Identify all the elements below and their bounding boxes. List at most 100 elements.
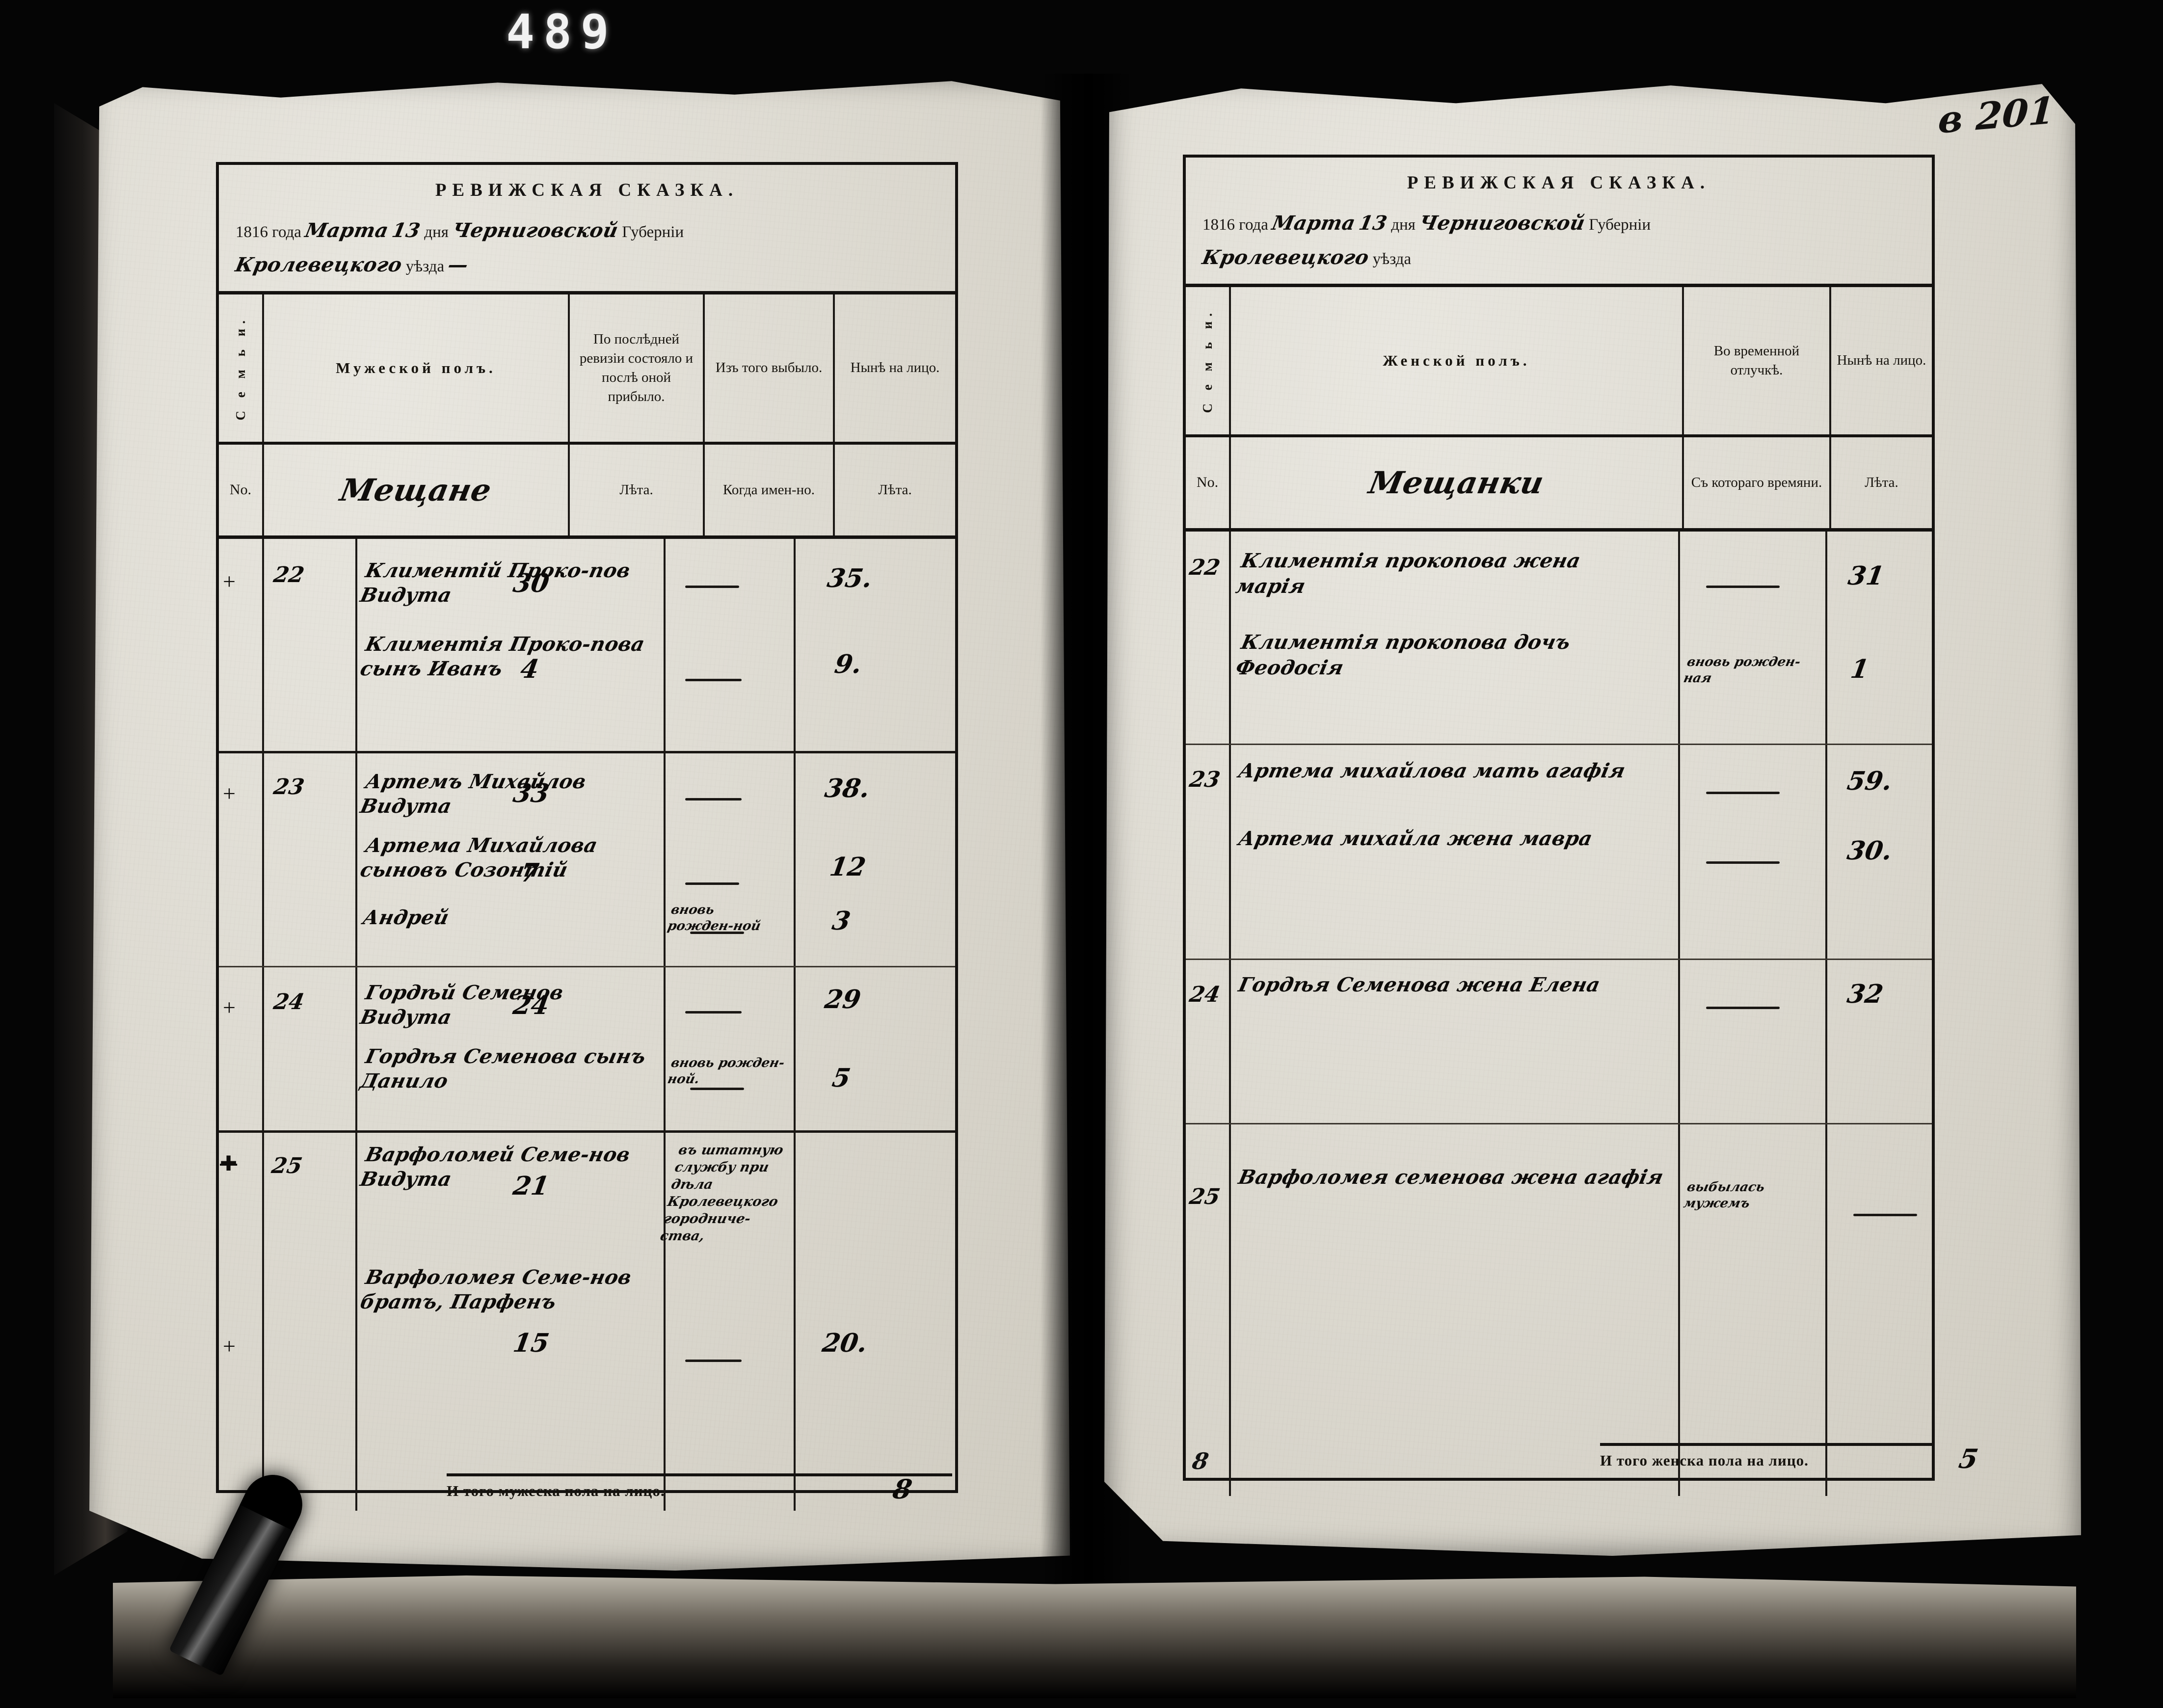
open-book-spread: РЕВИЖСКАЯ СКАЗКА. 1816 года Марта 13 дня…: [54, 74, 2106, 1698]
left-nowage-24-1: 29: [823, 985, 863, 1014]
right-uezd: Кролевецкого: [1200, 246, 1371, 269]
right-person-22-1: Климентія прокопова жена марія: [1233, 549, 1583, 598]
left-person-22-2: Климентія Проко-пова сынъ Иванъ: [358, 633, 647, 680]
left-sub-estate: Мещане: [264, 445, 570, 535]
right-famno-23: 23: [1187, 767, 1222, 792]
left-person-23-1: Артемъ Михайлов Видута: [358, 770, 588, 818]
right-person-25-1: Варфоломея семенова жена агафія: [1236, 1166, 1666, 1189]
left-province: Черниговской: [450, 219, 620, 242]
left-nowage-22-1: 35.: [825, 563, 875, 593]
right-nowage-22-1: 31: [1846, 561, 1887, 591]
right-month: Марта: [1270, 212, 1358, 235]
left-rowsep-22: [219, 751, 955, 753]
left-col-present: Нынѣ на лицо.: [850, 360, 940, 376]
left-dash-23-1: [685, 798, 742, 801]
right-col-present: Нынѣ на лицо.: [1837, 352, 1926, 369]
left-rowsep-23: [219, 966, 955, 967]
left-day: 13: [390, 219, 423, 242]
left-person-22-1: Климентій Проко-пов Видута: [358, 559, 633, 607]
left-dash-24-1: [685, 1011, 742, 1014]
right-famno-22: 22: [1187, 555, 1222, 580]
right-table-body: 22 Климентія прокопова жена марія 31 Кли…: [1186, 528, 1932, 1496]
right-nowage-23-1: 59.: [1845, 766, 1895, 796]
left-prevage-24-2-note: вновь рожден-ной.: [666, 1056, 786, 1087]
right-dash-24-1: [1706, 1007, 1780, 1009]
left-year: 1816: [236, 223, 268, 241]
left-famno-25: 25: [269, 1153, 304, 1178]
left-dash-25-2: [685, 1360, 742, 1362]
right-day: 13: [1357, 212, 1389, 235]
folio-number-mark: в 201: [1937, 88, 2056, 142]
left-page: РЕВИЖСКАЯ СКАЗКА. 1816 года Марта 13 дня…: [89, 81, 1070, 1571]
left-prevage-23-3-note: вновь рожден-ной: [666, 903, 762, 934]
left-mark-22: +: [223, 569, 236, 594]
right-column-header-row: С е м ь и. Женской полъ. Во временной от…: [1186, 284, 1932, 434]
right-col-absent: Во временной отлучкѣ.: [1684, 287, 1831, 434]
left-sub-when: Когда имен-но.: [705, 445, 835, 535]
left-prevage-25-1: 21: [511, 1171, 552, 1201]
left-col-male-sex: Мужеской полъ.: [264, 294, 570, 442]
left-prevage-25-2: 15: [511, 1328, 552, 1358]
left-uezd-dash: —: [446, 253, 471, 276]
left-person-24-2: Гордѣя Семенова сынъ Данило: [358, 1045, 648, 1093]
right-rowsep-23: [1186, 959, 1932, 960]
left-nowage-23-2: 12: [828, 852, 868, 882]
left-dash-22-1: [685, 586, 739, 588]
right-page: в 201 8 РЕВИЖСКАЯ СКАЗКА. 1816 года Март…: [1104, 84, 2081, 1556]
left-sub-no: No.: [219, 445, 264, 535]
left-total-rule: [447, 1473, 952, 1476]
right-nowage-22-2: 1: [1848, 654, 1871, 684]
left-gridline-1: [262, 539, 264, 1511]
left-person-25-1: Варфоломей Семе-нов Видута: [358, 1143, 633, 1191]
right-famno-24: 24: [1187, 982, 1222, 1007]
left-subheader-row: No. Мещане Лѣта. Когда имен-но. Лѣта.: [219, 442, 955, 535]
right-nowage-23-2: 30.: [1845, 836, 1895, 866]
left-province-word: Губернiи: [622, 223, 684, 241]
right-dash-22-1: [1706, 586, 1780, 588]
right-rowsep-22: [1186, 744, 1932, 745]
left-day-word: дня: [424, 223, 449, 241]
left-nowage-23-3: 3: [830, 906, 853, 936]
left-prevage-23-1: 33: [511, 778, 552, 808]
left-gridline-2: [355, 539, 357, 1511]
left-revision-table: РЕВИЖСКАЯ СКАЗКА. 1816 года Марта 13 дня…: [216, 162, 958, 1511]
right-dash-23-2: [1706, 861, 1780, 864]
frame-counter-display: 489: [506, 4, 618, 59]
left-person-24-1: Гордѣй Семенов Видута: [358, 981, 566, 1029]
right-revision-table: РЕВИЖСКАЯ СКАЗКА. 1816 года Марта 13 дня…: [1183, 155, 1935, 1496]
left-table-body: + 22 Климентій Проко-пов Видута 30 35. К…: [219, 535, 955, 1511]
right-total-rule: [1600, 1443, 1934, 1446]
left-departed-25-1: въ штатную службу при дѣла Кролевецкого …: [659, 1143, 785, 1244]
left-sub-prev-years: Лѣта.: [570, 445, 705, 535]
left-dateline: 1816 года Марта 13 дня Черниговской Губе…: [219, 201, 955, 291]
left-famno-24: 24: [271, 989, 306, 1014]
left-famno-22: 22: [271, 562, 306, 587]
left-nowage-23-1: 38.: [823, 774, 872, 803]
left-uezd: Кролевецкого: [233, 253, 404, 276]
left-person-23-2: Артема Михайлова сыновъ Созонтій: [358, 834, 600, 881]
book-bottom-edge: [113, 1575, 2076, 1698]
left-famno-23: 23: [271, 774, 306, 800]
right-rowsep-24: [1186, 1123, 1932, 1124]
left-prevage-22-1: 30: [511, 568, 552, 598]
left-col-family: С е м ь и.: [219, 294, 264, 442]
left-mark-24: +: [223, 995, 236, 1020]
right-day-word: дня: [1391, 216, 1415, 234]
right-absent-22-2: вновь рожден-ная: [1682, 655, 1802, 686]
right-person-24-1: Гордѣя Семенова жена Елена: [1236, 973, 1602, 996]
right-person-22-2: Климентія прокопова дочъ Феодосія: [1233, 631, 1573, 679]
right-col-family: С е м ь и.: [1186, 287, 1231, 434]
right-total-value: 5: [1956, 1443, 1981, 1474]
right-dash-25-1: [1853, 1214, 1917, 1216]
left-prevage-24-1: 24: [511, 990, 552, 1020]
left-person-23-3: Андрей: [361, 906, 451, 929]
right-sub-estate: Мещанки: [1231, 437, 1684, 528]
left-col-prev-revision: По послѣдней ревизiи состояло и послѣ он…: [570, 294, 705, 442]
right-gridline-3: [1825, 532, 1827, 1496]
right-col-female-sex: Женской полъ.: [1231, 287, 1684, 434]
left-dash-23-2: [685, 882, 739, 885]
right-uezd-word: уѣзда: [1372, 250, 1412, 268]
left-nowage-22-2: 9.: [832, 649, 864, 679]
right-subheader-row: No. Мещанки Съ котораго времяни. Лѣта.: [1186, 434, 1932, 528]
